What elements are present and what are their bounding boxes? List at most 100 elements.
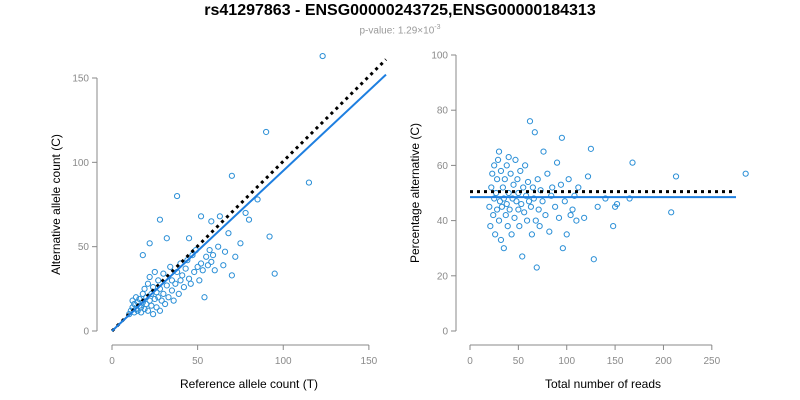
left-fit-line xyxy=(111,73,387,332)
right-data-point xyxy=(542,211,549,219)
right-data-point xyxy=(512,156,519,163)
left-data-point xyxy=(242,209,249,217)
right-data-point xyxy=(540,148,547,155)
right-data-point xyxy=(529,184,536,191)
right-data-point xyxy=(489,170,496,177)
left-data-point xyxy=(156,216,164,223)
right-data-point xyxy=(511,214,518,221)
right-data-point xyxy=(523,217,531,224)
right-data-point xyxy=(575,184,582,191)
right-data-point xyxy=(525,198,533,205)
right-data-point xyxy=(559,245,566,252)
pvalue-text: p-value: 1.29×10 xyxy=(359,25,435,37)
right-data-point xyxy=(508,231,515,238)
right-data-point xyxy=(497,167,505,175)
right-data-point xyxy=(533,264,540,271)
right-data-point xyxy=(493,176,501,183)
right-data-point xyxy=(503,200,510,208)
left-data-point xyxy=(168,287,176,294)
left-data-point xyxy=(208,218,215,225)
right-data-point xyxy=(535,206,542,213)
right-x-tick-label: 150 xyxy=(607,356,624,367)
right-data-point xyxy=(490,211,497,219)
right-y-tick-label: 80 xyxy=(437,106,449,117)
right-data-point xyxy=(590,256,597,263)
right-x-tick-label: 0 xyxy=(467,356,473,367)
left-data-point xyxy=(175,290,182,297)
left-data-point xyxy=(160,270,167,277)
right-data-point xyxy=(587,145,595,152)
left-data-point xyxy=(221,248,229,255)
right-data-point xyxy=(513,198,520,205)
right-data-point xyxy=(613,200,621,208)
left-data-point xyxy=(156,307,164,314)
left-data-point xyxy=(254,196,261,203)
left-y-axis-label: Alternative allele count (C) xyxy=(49,134,63,275)
right-data-point xyxy=(629,159,636,166)
right-data-point xyxy=(571,192,578,199)
right-data-point xyxy=(524,178,532,186)
right-data-point xyxy=(558,134,565,141)
left-data-point xyxy=(201,294,208,301)
left-data-point xyxy=(197,213,205,220)
left-data-point xyxy=(182,265,189,272)
left-data-point xyxy=(144,307,152,314)
right-data-point xyxy=(521,209,528,216)
right-data-point xyxy=(546,228,553,235)
left-y-tick-label: 50 xyxy=(78,242,90,253)
left-data-point xyxy=(163,235,170,242)
right-data-point xyxy=(492,231,499,238)
left-data-point xyxy=(204,262,211,269)
right-data-point xyxy=(672,173,680,180)
left-data-point xyxy=(153,304,160,311)
left-data-point xyxy=(148,302,155,309)
pvalue-exponent: -3 xyxy=(434,24,441,31)
right-data-point xyxy=(526,118,534,125)
left-data-point xyxy=(165,294,172,301)
right-y-tick-label: 0 xyxy=(442,327,448,338)
left-x-tick-label: 150 xyxy=(361,356,378,367)
right-data-point xyxy=(742,170,749,177)
left-data-point xyxy=(232,253,239,260)
left-data-point xyxy=(136,295,143,303)
left-data-point xyxy=(271,270,278,277)
right-data-point xyxy=(500,195,507,202)
right-data-point xyxy=(626,195,633,202)
right-data-point xyxy=(518,200,525,208)
right-data-point xyxy=(503,162,510,169)
left-data-point xyxy=(179,272,186,279)
right-data-point xyxy=(557,181,565,188)
right-data-point xyxy=(539,198,546,205)
right-x-tick-label: 200 xyxy=(655,356,672,367)
right-y-axis-label: Percentage alternative (C) xyxy=(408,123,422,263)
left-data-point xyxy=(305,179,313,186)
left-data-point xyxy=(215,243,222,250)
left-data-point xyxy=(185,235,193,242)
left-x-tick-label: 100 xyxy=(275,356,292,367)
chart-title: rs41297863 - ENSG00000243725,ENSG0000018… xyxy=(204,2,596,19)
right-data-point xyxy=(487,223,494,230)
right-data-point xyxy=(510,181,517,188)
right-x-axis-label: Total number of reads xyxy=(545,377,661,391)
right-data-point xyxy=(519,253,526,260)
right-data-point xyxy=(573,217,580,224)
right-data-point xyxy=(531,129,538,136)
left-x-tick-label: 50 xyxy=(192,356,204,367)
left-data-point xyxy=(141,285,148,292)
right-data-point xyxy=(523,192,530,199)
right-data-point xyxy=(494,156,502,163)
left-data-point xyxy=(155,294,162,301)
right-data-point xyxy=(528,231,536,238)
left-data-point xyxy=(161,300,169,308)
left-data-point xyxy=(263,128,270,136)
left-data-point xyxy=(139,252,146,259)
left-data-point xyxy=(228,272,235,279)
right-data-point xyxy=(565,176,572,183)
left-data-point xyxy=(203,253,210,260)
left-data-point xyxy=(197,260,205,267)
left-data-point xyxy=(237,240,244,247)
left-data-point xyxy=(220,262,227,269)
right-data-point xyxy=(549,184,556,191)
left-data-point xyxy=(160,290,167,297)
